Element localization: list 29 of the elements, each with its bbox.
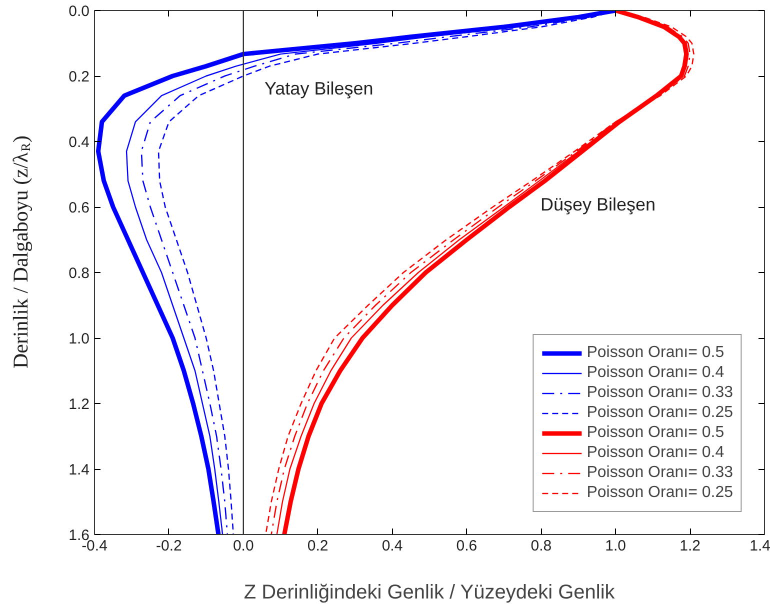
- legend-label: Poisson Oranı= 0.25: [586, 483, 733, 503]
- legend-label: Poisson Oranı= 0.5: [586, 343, 724, 363]
- x-tick-label: 0.0: [232, 538, 254, 554]
- x-tick-label: -0.2: [156, 538, 182, 554]
- legend-label: Poisson Oranı= 0.25: [586, 403, 733, 423]
- legend-label: Poisson Oranı= 0.4: [586, 443, 724, 463]
- y-tick-label: 0.6: [68, 200, 90, 216]
- legend-label: Poisson Oranı= 0.33: [586, 383, 733, 403]
- x-tick-label: 1.0: [605, 538, 626, 554]
- legend-label: Poisson Oranı= 0.33: [586, 463, 733, 483]
- legend-label: Poisson Oranı= 0.5: [586, 423, 724, 443]
- y-tick-label: 0.0: [68, 3, 90, 20]
- x-tick-label: 0.6: [456, 538, 478, 554]
- annotation: Düşey Bileşen: [540, 194, 656, 214]
- y-tick-label: 0.8: [68, 265, 90, 282]
- x-tick-label: 1.2: [680, 538, 700, 554]
- y-tick-label: 1.2: [68, 396, 90, 413]
- x-axis-title: Z Derinliğindeki Genlik / Yüzeydeki Genlik: [244, 582, 616, 604]
- y-tick-label: 1.0: [68, 330, 90, 348]
- y-axis-title: Derinlik / Dalgaboyu (z/λR): [8, 136, 33, 369]
- y-tick-label: 0.4: [68, 134, 90, 151]
- legend-label: Poisson Oranı= 0.4: [586, 363, 724, 383]
- y-tick-label: 1.4: [68, 462, 90, 478]
- x-tick-label: 0.8: [530, 538, 552, 554]
- x-tick-label: 0.4: [382, 538, 403, 554]
- y-tick-label: 0.2: [68, 68, 90, 86]
- x-tick-label: 1.4: [750, 538, 770, 554]
- x-tick-label: 0.2: [307, 538, 328, 554]
- annotation: Yatay Bileşen: [264, 78, 374, 98]
